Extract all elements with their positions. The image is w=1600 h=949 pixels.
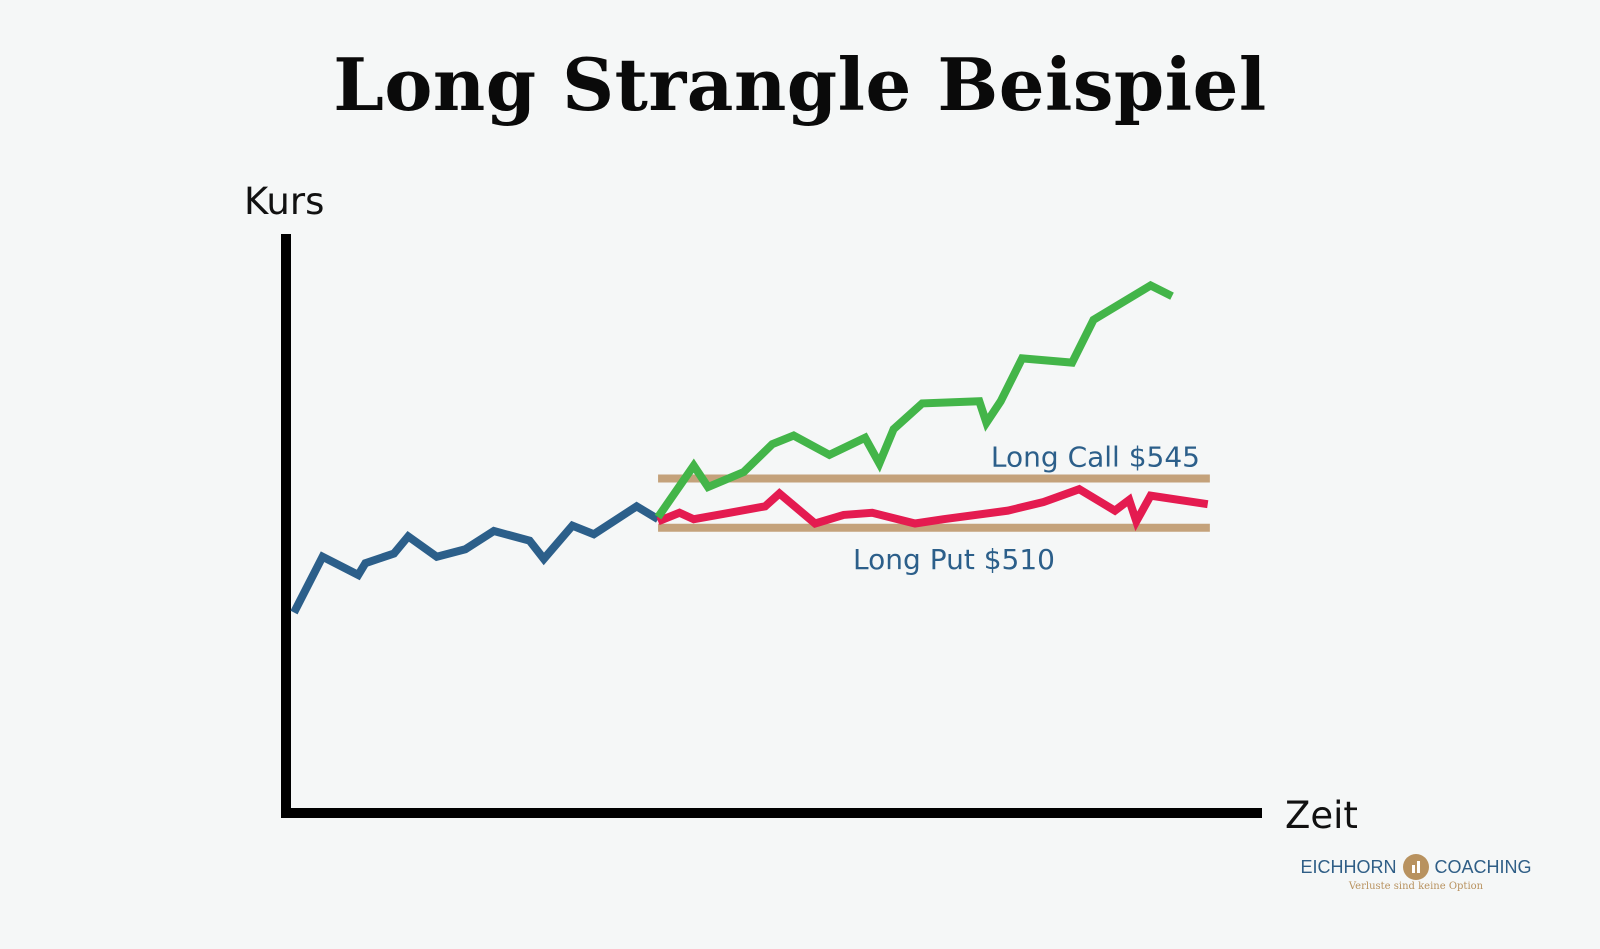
strike-lines: Long Call $545 Long Put $510 — [658, 440, 1210, 576]
series-line-0 — [290, 501, 661, 615]
series-lines — [290, 280, 1209, 615]
series-line-1 — [656, 484, 1209, 532]
y-axis-label: Kurs — [244, 180, 324, 223]
strike-label-1: Long Put $510 — [853, 543, 1055, 576]
logo-brand-left: EICHHORN — [1300, 856, 1397, 877]
logo-brand-right: COACHING — [1434, 856, 1532, 877]
chart-title: Long Strangle Beispiel — [333, 42, 1267, 127]
series-line-2 — [654, 280, 1174, 520]
logo-mark-icon — [1402, 854, 1429, 880]
strike-label-0: Long Call $545 — [991, 440, 1200, 473]
eichhorn-coaching-logo: EICHHORN COACHING Verluste sind keine Op… — [1296, 854, 1536, 904]
x-axis-label: Zeit — [1285, 794, 1358, 837]
logo-tagline: Verluste sind keine Option — [1348, 881, 1484, 892]
